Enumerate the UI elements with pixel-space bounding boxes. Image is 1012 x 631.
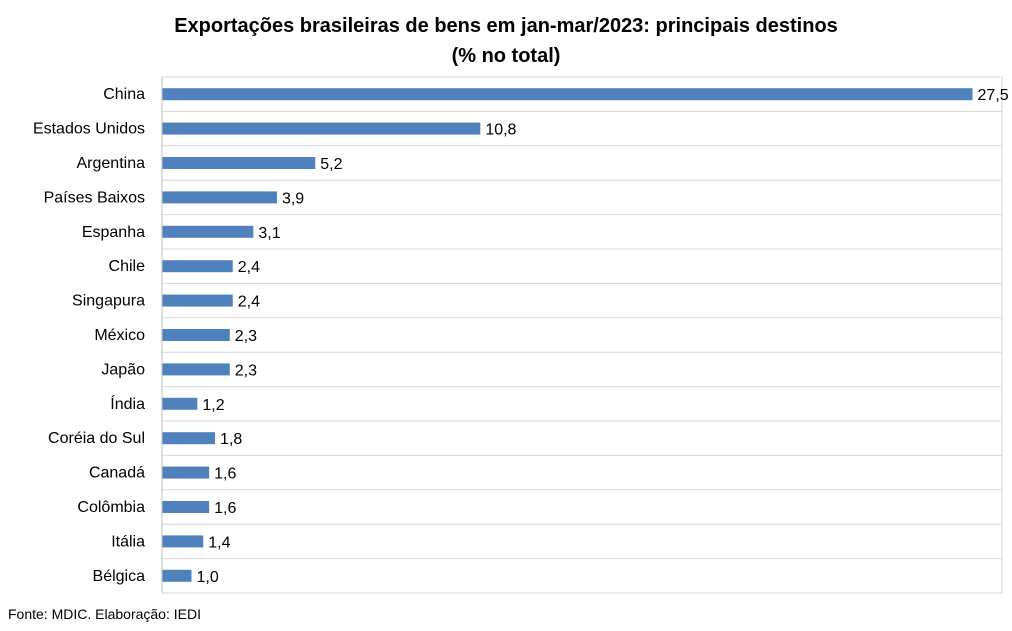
data-label: 1,4: [208, 534, 230, 551]
category-label: Japão: [101, 361, 145, 378]
bar: [162, 122, 481, 135]
chart-title: Exportações brasileiras de bens em jan-m…: [174, 15, 838, 37]
bar: [162, 329, 230, 341]
data-label: 2,4: [238, 294, 260, 311]
bars: [162, 88, 973, 582]
category-labels: China Estados Unidos Argentina Países Baixo…: [33, 86, 145, 585]
bar: [162, 535, 204, 548]
bar: [162, 225, 254, 238]
data-label: 1,2: [202, 397, 224, 414]
data-label: 1,0: [196, 569, 218, 586]
data-label: 2,3: [235, 362, 257, 379]
category-label: China: [103, 86, 145, 103]
bar: [162, 260, 233, 273]
category-label: Itália: [111, 533, 145, 550]
category-label: Estados Unidos: [33, 121, 145, 138]
category-label: Chile: [109, 258, 146, 275]
bar: [162, 432, 216, 445]
gridlines: [162, 76, 1003, 594]
data-labels: 27,5 10,8 5,2 3,9 3,1 2,4 2,4 2,3 2,3 1,2 1,8 1,6 1,…: [196, 87, 1008, 586]
bar: [162, 157, 316, 169]
category-label: Colômbia: [77, 499, 145, 516]
bar: [162, 466, 210, 479]
data-label: 3,1: [258, 225, 280, 242]
category-label: Índia: [110, 394, 145, 413]
category-label: Bélgica: [93, 568, 146, 585]
category-label: Espanha: [82, 224, 145, 241]
data-label: 1,8: [220, 431, 242, 448]
data-label: 1,6: [214, 466, 236, 483]
bar: [162, 294, 233, 307]
category-label: Argentina: [77, 155, 146, 172]
bar: [162, 88, 973, 101]
category-label: México: [94, 327, 145, 344]
bar: [162, 397, 198, 410]
data-label: 5,2: [320, 156, 342, 173]
bar: [162, 363, 230, 376]
data-label: 10,8: [485, 122, 516, 139]
category-label: Países Baixos: [44, 189, 145, 206]
bar: [162, 191, 277, 204]
category-label: Canadá: [89, 465, 145, 482]
bar: [162, 501, 210, 513]
category-label: Coréia do Sul: [48, 430, 145, 447]
category-label: Singapura: [72, 293, 145, 310]
bar: [162, 569, 192, 582]
data-label: 3,9: [282, 190, 304, 207]
source-note: Fonte: MDIC. Elaboração: IEDI: [8, 606, 201, 622]
data-label: 1,6: [214, 500, 236, 517]
data-label: 2,3: [235, 328, 257, 345]
chart-subtitle: (% no total): [451, 45, 561, 67]
data-label: 2,4: [238, 259, 260, 276]
data-label: 27,5: [978, 87, 1009, 104]
